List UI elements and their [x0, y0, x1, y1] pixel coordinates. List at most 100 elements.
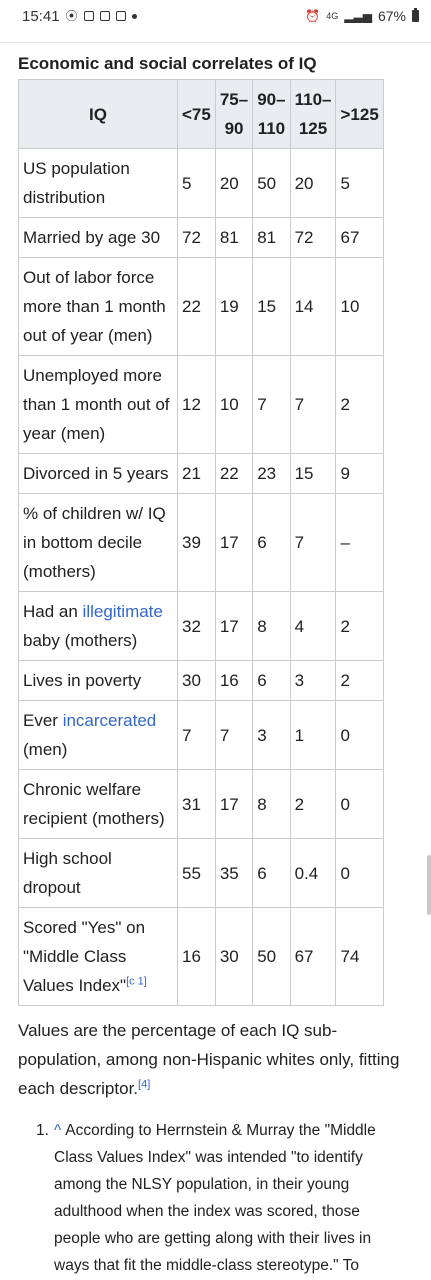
row-label: Unemployed more than 1 month out of year… [18, 355, 178, 454]
table-cell: 50 [252, 148, 291, 218]
table-cell: 2 [335, 660, 384, 701]
table-cell: 7 [214, 700, 254, 770]
column-header: >125 [335, 79, 384, 149]
column-header: <75 [177, 79, 216, 149]
table-cell: 8 [252, 591, 291, 661]
row-label: Out of labor force more than 1 month out… [18, 257, 178, 356]
list-item: 1. ^ According to Herrnstein & Murray the… [36, 1117, 407, 1279]
table-cell: 5 [335, 148, 384, 218]
table-cell: 7 [289, 493, 337, 592]
row-label: Chronic welfare recipient (mothers) [18, 769, 178, 839]
table-row: Ever incarcerated (men) 7 7 3 1 0 [18, 700, 384, 770]
table-cell: 31 [177, 769, 216, 839]
table-cell: 15 [252, 257, 291, 356]
table-cell: 10 [335, 257, 384, 356]
row-label: Had an illegitimate baby (mothers) [18, 591, 178, 661]
incarceration-link[interactable]: incarcerated [62, 711, 157, 730]
table-cell: 20 [289, 148, 337, 218]
table-row: Scored "Yes" on "Middle Class Values Ind… [18, 907, 384, 1006]
table-cell: 67 [335, 217, 384, 258]
table-cell: 1 [289, 700, 337, 770]
table-cell: 19 [214, 257, 254, 356]
table-cell: 12 [177, 355, 216, 454]
illegitimacy-link[interactable]: illegitimate [82, 602, 163, 621]
column-header: IQ [18, 79, 178, 149]
table-row: Out of labor force more than 1 month out… [18, 257, 384, 356]
table-cell: 22 [214, 453, 254, 494]
table-cell: 2 [335, 591, 384, 661]
iq-correlates-table: IQ <75 75– 90 90– 110 110– 125 >125 US popu… [18, 79, 384, 1006]
network-type: 4G [326, 10, 339, 21]
scrollbar[interactable] [427, 855, 431, 915]
row-label: % of children w/ IQ in bottom decile (mo… [18, 493, 178, 592]
table-cell: 10 [214, 355, 254, 454]
table-cell: 32 [177, 591, 216, 661]
table-cell: 16 [177, 907, 216, 1006]
footnote-text: According to Herrnstein & Murray the "Mi… [54, 1122, 376, 1274]
row-label: Married by age 30 [18, 217, 178, 258]
table-cell: 7 [289, 355, 337, 454]
table-cell: 72 [177, 217, 216, 258]
table-cell: 17 [214, 591, 254, 661]
table-cell: 39 [177, 493, 216, 592]
table-row: Chronic welfare recipient (mothers) 31 1… [18, 769, 384, 839]
table-cell: 35 [214, 838, 254, 908]
table-row: Had an illegitimate baby (mothers) 32 17… [18, 591, 384, 661]
table-cell: 0 [335, 838, 384, 908]
table-cell: 3 [252, 700, 291, 770]
table-row: Unemployed more than 1 month out of year… [18, 355, 384, 454]
battery-percent: 67% [377, 8, 406, 24]
row-label: Ever incarcerated (men) [18, 700, 178, 770]
column-header: 110– 125 [289, 79, 337, 149]
table-cell: 55 [177, 838, 216, 908]
table-cell: 5 [177, 148, 216, 218]
row-label: Divorced in 5 years [18, 453, 178, 494]
citation-link[interactable]: [4] [138, 1078, 151, 1091]
footnote-list: 1. ^ According to Herrnstein & Murray the… [36, 1117, 407, 1279]
table-cell: 6 [252, 660, 291, 701]
table-row: Divorced in 5 years 21 22 23 15 9 [18, 453, 384, 494]
signal-icon: ▂▃▅ [344, 9, 372, 23]
column-header: 75– 90 [214, 79, 254, 149]
table-cell: 81 [252, 217, 291, 258]
table-row: High school dropout 55 35 6 0.4 0 [18, 838, 384, 908]
footnote-number: 1. [36, 1122, 49, 1139]
table-row: Lives in poverty 30 16 6 3 2 [18, 660, 384, 701]
citation-link[interactable]: [c 1] [126, 975, 147, 988]
table-cell: 30 [177, 660, 216, 701]
table-cell: 2 [335, 355, 384, 454]
table-cell: 4 [289, 591, 337, 661]
backlink-caret[interactable]: ^ [54, 1122, 62, 1139]
clock: 15:41 [22, 7, 60, 25]
table-cell: 21 [177, 453, 216, 494]
table-header-row: IQ <75 75– 90 90– 110 110– 125 >125 [18, 79, 384, 149]
table-cell: 2 [289, 769, 337, 839]
table-cell: 20 [214, 148, 254, 218]
table-cell: 30 [214, 907, 254, 1006]
alarm-icon: ⏰ [305, 9, 321, 23]
table-row: % of children w/ IQ in bottom decile (mo… [18, 493, 384, 592]
sync-icon: ⦿ [65, 9, 78, 23]
table-cell: 0 [335, 769, 384, 839]
battery-icon [412, 8, 419, 22]
table-cell: 23 [252, 453, 291, 494]
table-cell: 50 [252, 907, 291, 1006]
table-cell: 0 [335, 700, 384, 770]
table-row: US population distribution 5 20 50 20 5 [18, 148, 384, 218]
table-cell: 7 [252, 355, 291, 454]
table-cell: 72 [289, 217, 337, 258]
table-cell: 16 [214, 660, 254, 701]
row-label: Scored "Yes" on "Middle Class Values Ind… [18, 907, 178, 1006]
table-cell: 14 [289, 257, 337, 356]
table-cell: 74 [335, 907, 384, 1006]
table-cell: 8 [252, 769, 291, 839]
table-cell: 22 [177, 257, 216, 356]
column-header: 90– 110 [252, 79, 291, 149]
row-label: High school dropout [18, 838, 178, 908]
divider [0, 42, 431, 43]
table-cell: 15 [289, 453, 337, 494]
table-cell: 6 [252, 493, 291, 592]
table-cell: 9 [335, 453, 384, 494]
table-cell: 3 [289, 660, 337, 701]
notification-icon [83, 11, 94, 21]
